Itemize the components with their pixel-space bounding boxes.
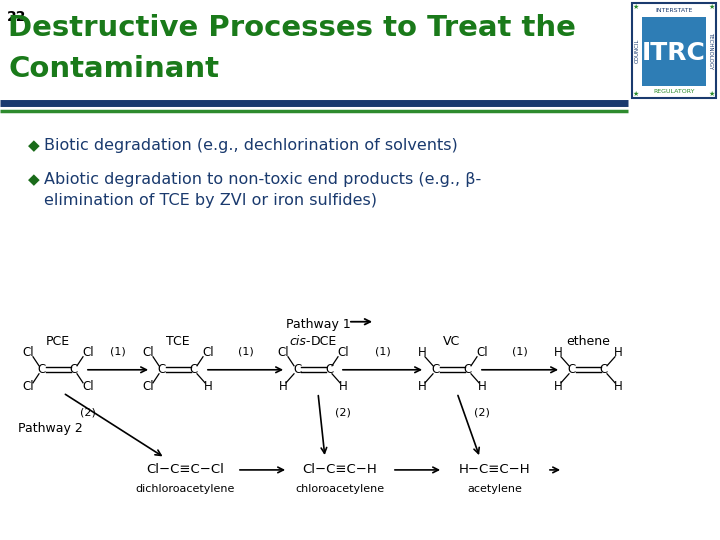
- Text: Cl: Cl: [277, 346, 289, 359]
- Text: Cl: Cl: [142, 346, 154, 359]
- Text: H: H: [613, 346, 622, 359]
- Text: C: C: [38, 363, 46, 376]
- Text: cis-: cis-: [289, 335, 311, 348]
- Text: dichloroacetylene: dichloroacetylene: [135, 484, 235, 494]
- Text: Pathway 1: Pathway 1: [286, 318, 351, 330]
- Text: Cl−C≡C−H: Cl−C≡C−H: [302, 463, 377, 476]
- Text: Cl: Cl: [22, 346, 34, 359]
- Text: ITRC: ITRC: [642, 40, 706, 64]
- Text: (1): (1): [110, 347, 126, 357]
- Text: C: C: [325, 363, 333, 376]
- Text: Cl: Cl: [82, 346, 94, 359]
- Text: Pathway 2: Pathway 2: [18, 422, 83, 435]
- Text: H: H: [418, 380, 426, 393]
- Text: Biotic degradation (e.g., dechlorination of solvents): Biotic degradation (e.g., dechlorination…: [44, 138, 458, 153]
- Text: H−C≡C−H: H−C≡C−H: [459, 463, 531, 476]
- Text: Abiotic degradation to non-toxic end products (e.g., β-: Abiotic degradation to non-toxic end pro…: [44, 172, 481, 187]
- Text: VC: VC: [444, 335, 461, 348]
- Text: Contaminant: Contaminant: [8, 55, 219, 83]
- Text: (1): (1): [512, 347, 528, 357]
- Text: PCE: PCE: [46, 335, 70, 348]
- Text: C: C: [568, 363, 576, 376]
- Text: ★: ★: [709, 91, 715, 97]
- Text: C: C: [464, 363, 472, 376]
- Text: (2): (2): [80, 408, 96, 418]
- Text: chloroacetylene: chloroacetylene: [295, 484, 384, 494]
- Text: ethene: ethene: [566, 335, 610, 348]
- Text: C: C: [70, 363, 78, 376]
- Text: Cl: Cl: [476, 346, 488, 359]
- Text: H: H: [418, 346, 426, 359]
- Text: C: C: [600, 363, 608, 376]
- Text: ★: ★: [633, 4, 639, 10]
- Bar: [642, 17, 706, 86]
- Text: C: C: [432, 363, 440, 376]
- Text: H: H: [204, 380, 212, 393]
- Text: H: H: [554, 380, 562, 393]
- Text: Cl: Cl: [202, 346, 214, 359]
- Text: REGULATORY: REGULATORY: [653, 89, 695, 94]
- Text: (1): (1): [374, 347, 390, 357]
- Text: TECHNOLOGY: TECHNOLOGY: [708, 32, 714, 69]
- Text: ★: ★: [709, 4, 715, 10]
- Text: Cl: Cl: [142, 380, 154, 393]
- Text: C: C: [190, 363, 198, 376]
- Text: H: H: [279, 380, 287, 393]
- Text: Cl−C≡C−Cl: Cl−C≡C−Cl: [146, 463, 224, 476]
- Text: 22: 22: [7, 10, 27, 24]
- Text: ◆: ◆: [28, 172, 40, 187]
- Text: H: H: [338, 380, 347, 393]
- Text: H: H: [477, 380, 487, 393]
- Text: ★: ★: [633, 91, 639, 97]
- Text: ◆: ◆: [28, 138, 40, 153]
- Text: Cl: Cl: [82, 380, 94, 393]
- Text: elimination of TCE by ZVI or iron sulfides): elimination of TCE by ZVI or iron sulfid…: [44, 193, 377, 208]
- Text: (2): (2): [474, 408, 490, 418]
- Text: Cl: Cl: [337, 346, 348, 359]
- Text: (2): (2): [335, 408, 351, 418]
- Text: (1): (1): [238, 347, 253, 357]
- Text: INTERSTATE: INTERSTATE: [655, 8, 693, 13]
- Text: Cl: Cl: [22, 380, 34, 393]
- Text: acetylene: acetylene: [467, 484, 523, 494]
- Text: TCE: TCE: [166, 335, 190, 348]
- Text: C: C: [158, 363, 166, 376]
- Bar: [632, 3, 716, 98]
- Text: H: H: [554, 346, 562, 359]
- Text: Destructive Processes to Treat the: Destructive Processes to Treat the: [8, 14, 576, 42]
- Text: DCE: DCE: [311, 335, 337, 348]
- Text: C: C: [293, 363, 301, 376]
- Text: H: H: [613, 380, 622, 393]
- Text: COUNCIL: COUNCIL: [634, 38, 639, 63]
